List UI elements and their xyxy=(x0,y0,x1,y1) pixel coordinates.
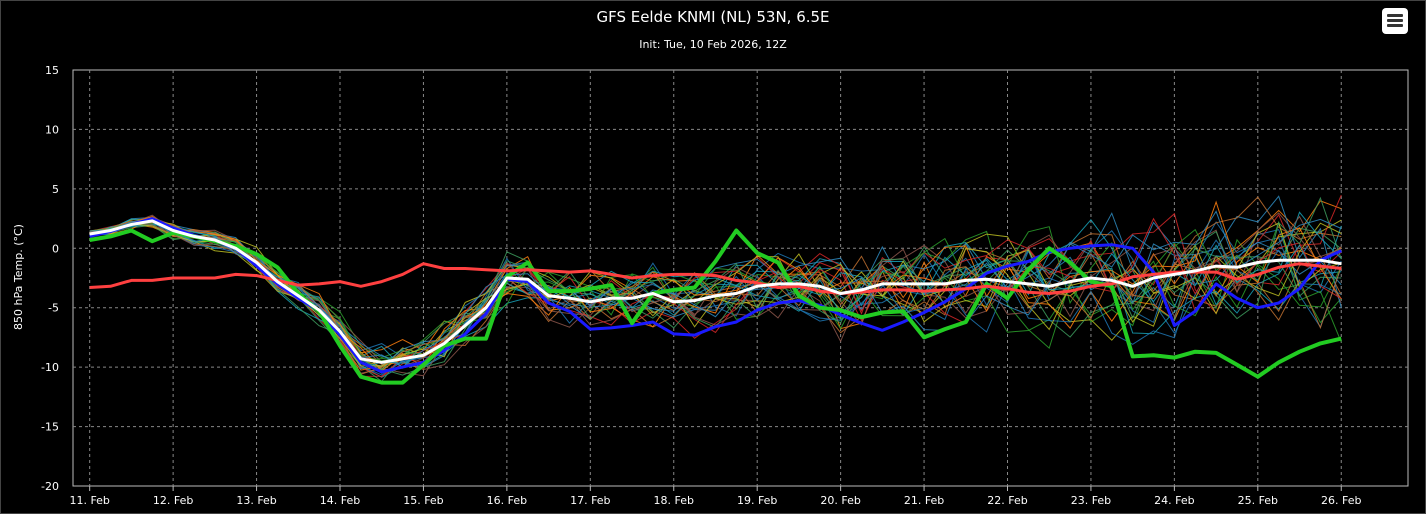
y-tick-label: -5 xyxy=(48,302,59,315)
x-tick-label: 25. Feb xyxy=(1238,494,1278,507)
x-tick-label: 12. Feb xyxy=(153,494,193,507)
x-tick-label: 11. Feb xyxy=(69,494,109,507)
series-line-blue xyxy=(89,217,1342,374)
x-tick-label: 15. Feb xyxy=(403,494,443,507)
x-tick-label: 18. Feb xyxy=(654,494,694,507)
y-tick-label: 15 xyxy=(45,64,59,77)
ensemble-member-line xyxy=(89,218,1342,370)
series-line-red xyxy=(89,262,1342,295)
y-tick-label: 10 xyxy=(45,123,59,136)
series-line-white xyxy=(89,219,1342,364)
y-tick-label: -15 xyxy=(41,421,59,434)
chart-title: GFS Eelde KNMI (NL) 53N, 6.5E xyxy=(596,8,830,26)
ensemble-member-line xyxy=(89,196,1342,371)
y-tick-label: -10 xyxy=(41,361,59,374)
x-tick-label: 22. Feb xyxy=(987,494,1027,507)
ensemble-member-line xyxy=(89,220,1342,358)
chart-subtitle: Init: Tue, 10 Feb 2026, 12Z xyxy=(639,38,787,51)
hamburger-menu-icon[interactable] xyxy=(1382,8,1408,34)
y-tick-label: -20 xyxy=(41,480,59,493)
x-tick-label: 24. Feb xyxy=(1154,494,1194,507)
ensemble-member-line xyxy=(89,211,1342,370)
x-tick-label: 23. Feb xyxy=(1071,494,1111,507)
x-tick-label: 19. Feb xyxy=(737,494,777,507)
x-tick-label: 17. Feb xyxy=(570,494,610,507)
x-tick-label: 21. Feb xyxy=(904,494,944,507)
x-tick-label: 13. Feb xyxy=(236,494,276,507)
x-tick-label: 26. Feb xyxy=(1321,494,1361,507)
x-tick-label: 20. Feb xyxy=(820,494,860,507)
x-tick-label: 14. Feb xyxy=(320,494,360,507)
ensemble-member-line xyxy=(89,210,1342,368)
plot-border xyxy=(72,69,1409,487)
y-tick-label: 5 xyxy=(52,183,59,196)
y-tick-label: 0 xyxy=(52,242,59,255)
x-tick-label: 16. Feb xyxy=(487,494,527,507)
series-line-green xyxy=(89,228,1342,385)
